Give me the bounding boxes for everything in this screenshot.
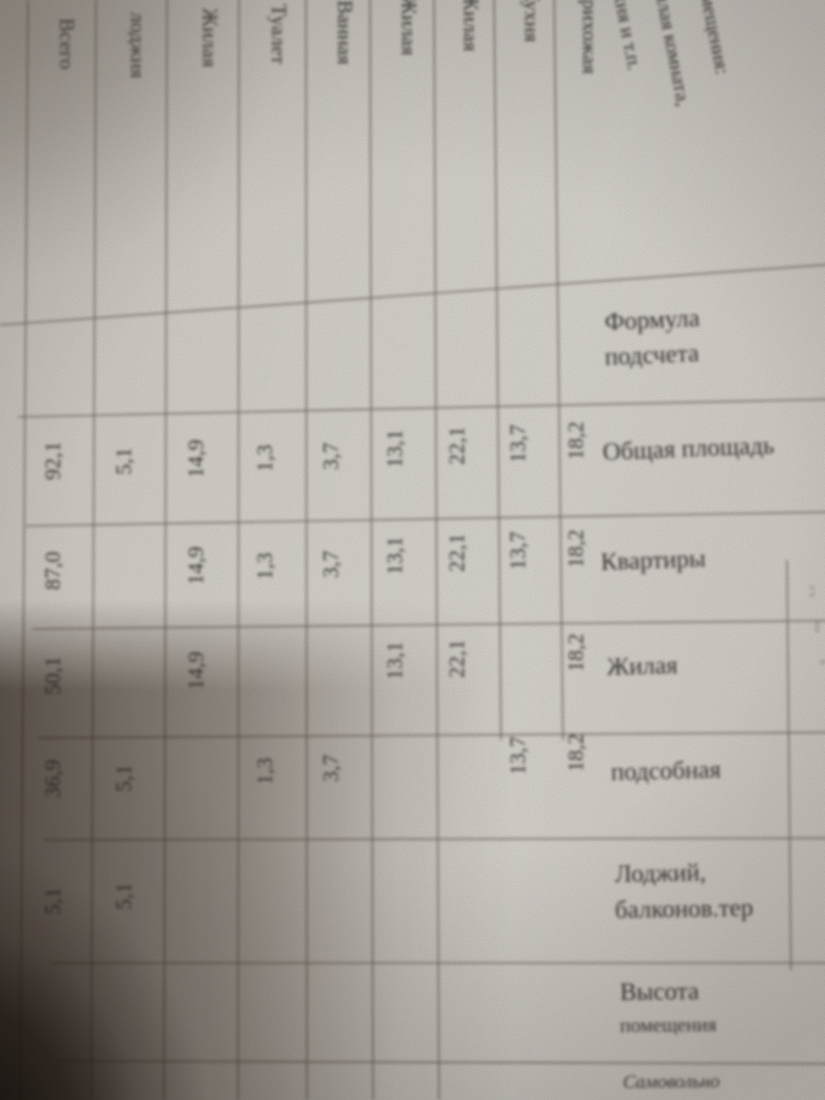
svg-text:22,1: 22,1 bbox=[444, 534, 469, 573]
svg-text:Кухня: Кухня bbox=[520, 0, 544, 43]
svg-text:13,1: 13,1 bbox=[382, 430, 407, 469]
svg-text:Высота: Высота bbox=[620, 978, 699, 1006]
svg-text:5,1: 5,1 bbox=[111, 765, 136, 793]
svg-text:18,2: 18,2 bbox=[563, 422, 588, 461]
svg-text:Туалет: Туалет bbox=[267, 4, 291, 65]
svg-text:все: все bbox=[813, 620, 823, 632]
svg-text:13,7: 13,7 bbox=[505, 532, 530, 571]
svg-text:помещения: помещения bbox=[620, 1014, 717, 1037]
svg-text:13,1: 13,1 bbox=[382, 642, 407, 681]
svg-text:22,1: 22,1 bbox=[444, 640, 469, 679]
svg-text:Всего: Всего bbox=[55, 18, 79, 70]
svg-text:Лоджий,: Лоджий, bbox=[615, 859, 707, 888]
svg-text:13,1: 13,1 bbox=[382, 537, 407, 576]
svg-text:18,2: 18,2 bbox=[563, 530, 588, 569]
svg-text:18,2: 18,2 bbox=[563, 634, 588, 673]
svg-text:87,0: 87,0 bbox=[40, 552, 65, 591]
svg-text:5,1: 5,1 bbox=[40, 888, 65, 916]
svg-text:14,9: 14,9 bbox=[183, 652, 208, 691]
svg-text:л ч.: л ч. bbox=[808, 585, 818, 599]
svg-text:14,9: 14,9 bbox=[183, 547, 208, 586]
svg-text:Жилая: Жилая bbox=[606, 652, 678, 681]
svg-text:Формула: Формула bbox=[604, 305, 700, 336]
svg-text:балконов.тер: балконов.тер bbox=[615, 895, 754, 924]
svg-text:Жилая: Жилая bbox=[459, 0, 483, 52]
svg-text:13,7: 13,7 bbox=[505, 737, 530, 776]
svg-text:1,3: 1,3 bbox=[252, 553, 277, 581]
svg-text:Прихожая: Прихожая bbox=[578, 0, 602, 74]
svg-text:подсобная: подсобная bbox=[611, 756, 722, 786]
svg-text:Жилая: Жилая bbox=[198, 8, 222, 68]
svg-text:18,2: 18,2 bbox=[563, 734, 588, 773]
svg-text:92,1: 92,1 bbox=[40, 442, 65, 481]
svg-text:5,1: 5,1 bbox=[111, 448, 136, 476]
svg-text:3,7: 3,7 bbox=[318, 443, 343, 471]
svg-text:Ванная: Ванная bbox=[333, 0, 357, 65]
svg-text:Самовольно: Самовольно bbox=[623, 1071, 720, 1093]
svg-text:подсчета: подсчета bbox=[604, 340, 700, 371]
svg-text:1,3: 1,3 bbox=[252, 445, 277, 473]
svg-text:3,7: 3,7 bbox=[318, 755, 343, 783]
svg-text:50,1: 50,1 bbox=[40, 657, 65, 696]
svg-text:6: 6 bbox=[818, 660, 825, 665]
svg-text:лоджия: лоджия bbox=[126, 12, 150, 79]
svg-text:3,7: 3,7 bbox=[318, 551, 343, 579]
svg-text:13,7: 13,7 bbox=[505, 425, 530, 464]
svg-text:22,1: 22,1 bbox=[444, 427, 469, 466]
svg-text:36,9: 36,9 bbox=[40, 760, 65, 799]
svg-text:1,3: 1,3 bbox=[252, 758, 277, 786]
svg-text:14,9: 14,9 bbox=[183, 440, 208, 479]
svg-text:Жилая: Жилая bbox=[397, 0, 421, 56]
svg-text:5,1: 5,1 bbox=[111, 883, 136, 911]
svg-text:Квартиры: Квартиры bbox=[600, 545, 706, 576]
